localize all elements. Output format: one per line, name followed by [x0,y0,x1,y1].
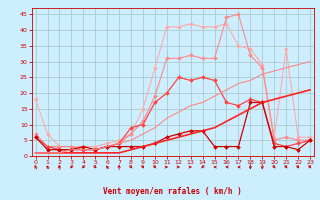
Text: Vent moyen/en rafales ( km/h ): Vent moyen/en rafales ( km/h ) [103,187,242,196]
